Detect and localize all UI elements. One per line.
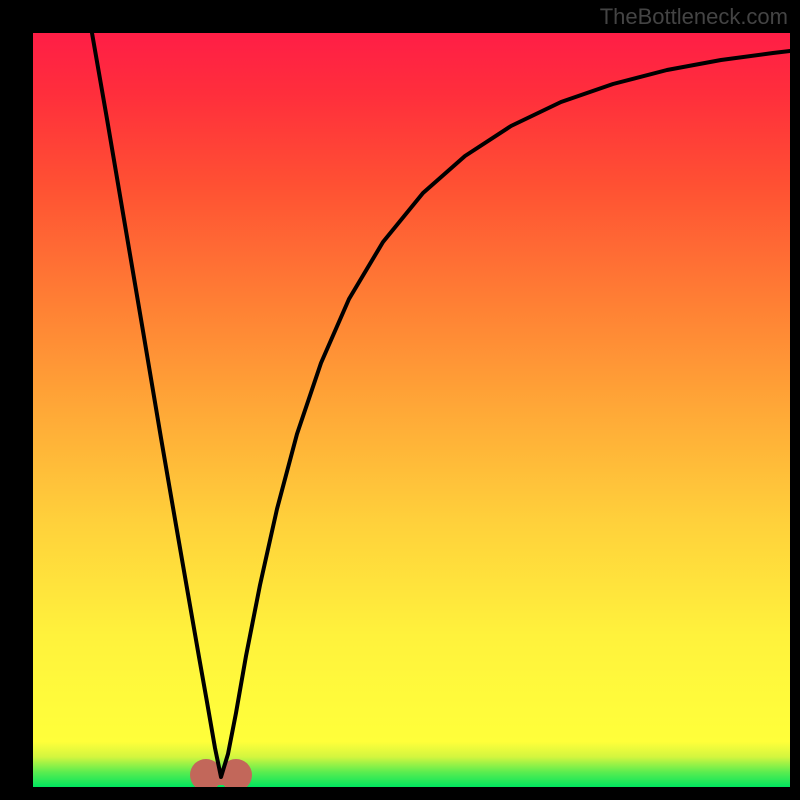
bottleneck-chart (33, 33, 790, 787)
gradient-background (33, 33, 790, 787)
chart-container: { "watermark": { "text": "TheBottleneck.… (0, 0, 800, 800)
watermark-text: TheBottleneck.com (600, 4, 788, 30)
